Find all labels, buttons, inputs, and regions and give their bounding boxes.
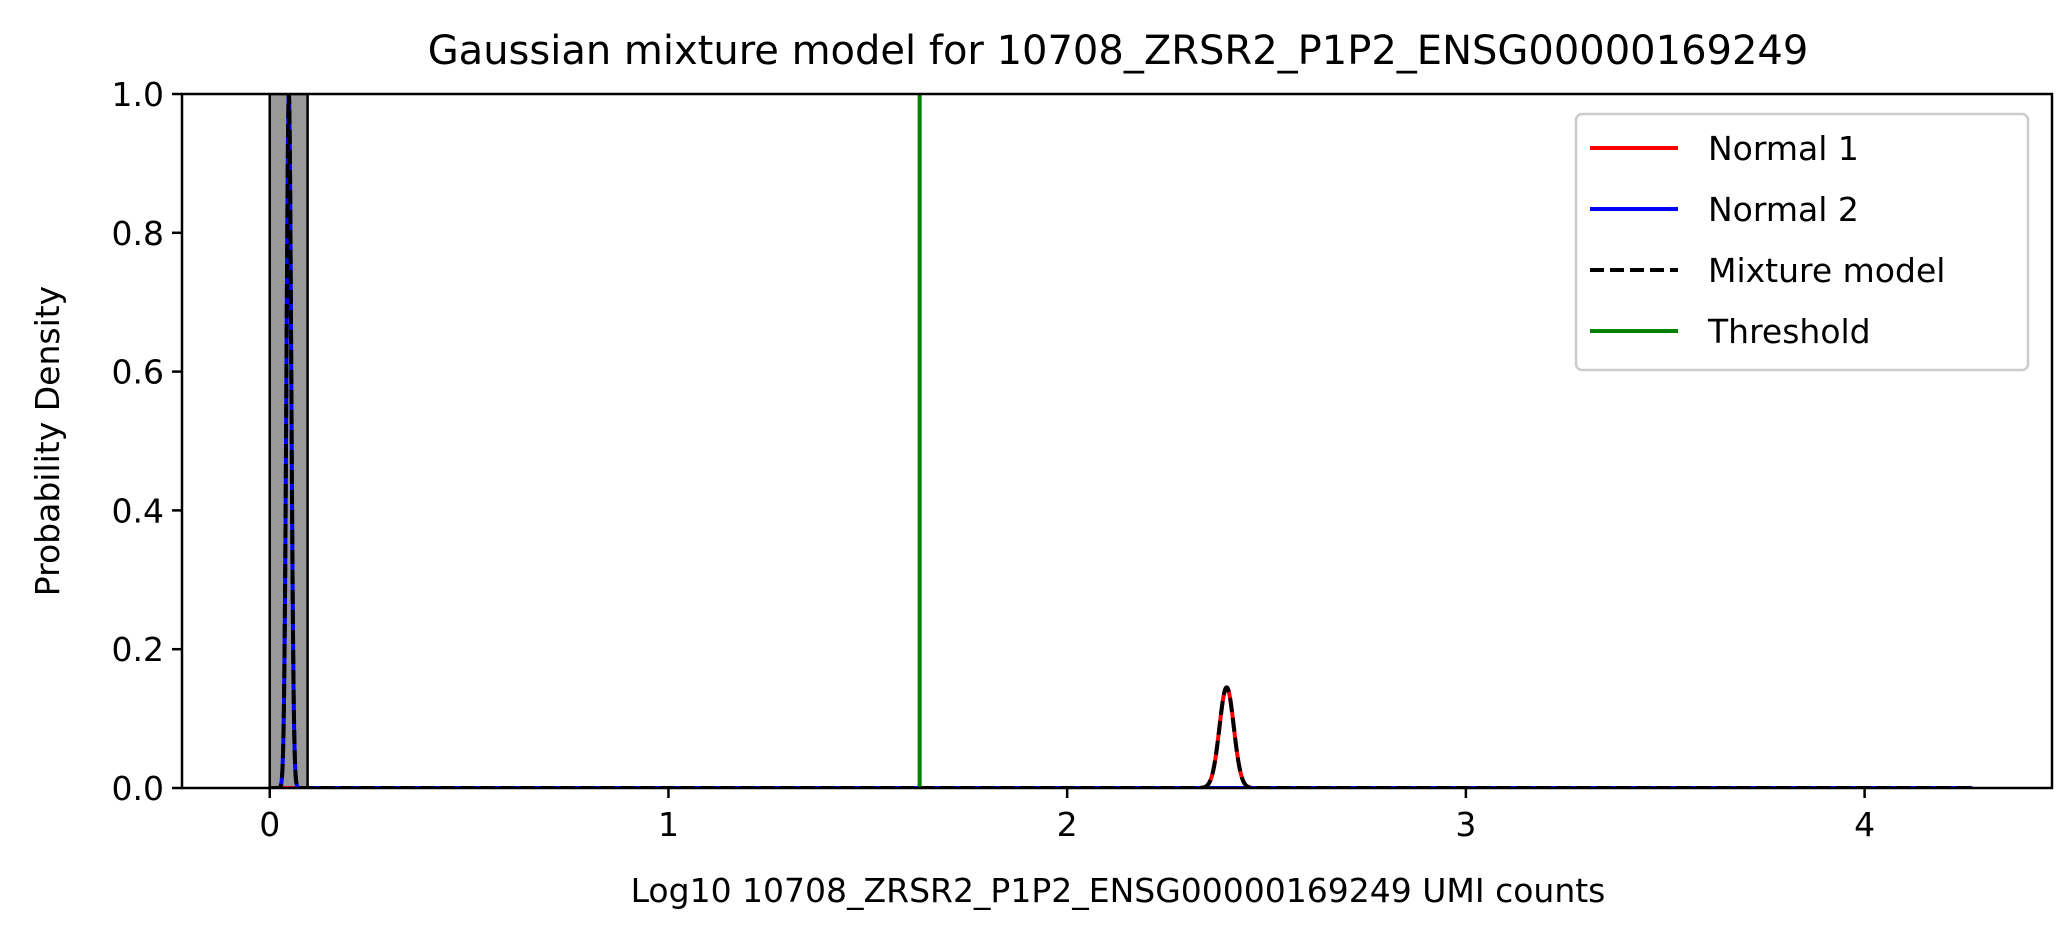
x-axis-label: Log10 10708_ZRSR2_P1P2_ENSG00000169249 U… [631,871,1606,910]
axes-frame [180,92,2054,790]
series-normal-1-line [267,685,1975,788]
x-tick-label-1: 1 [658,805,679,844]
y-tick-label-1: 0.2 [112,630,164,669]
x-tick-label-0: 0 [259,805,280,844]
legend-label-mixture-model: Mixture model [1708,251,1945,290]
y-tick-label-4: 0.8 [112,214,164,253]
legend-label-threshold: Threshold [1707,312,1871,351]
y-tick-label-2: 0.4 [112,491,164,530]
plot-content [267,94,1975,788]
chart-title: Gaussian mixture model for 10708_ZRSR2_P… [428,28,1809,74]
legend-label-normal-1: Normal 1 [1708,129,1859,168]
y-tick-label-5: 1.0 [112,75,164,114]
x-tick-label-4: 4 [1854,805,1875,844]
y-axis-label: Probability Density [28,286,67,596]
y-tick-label-3: 0.6 [112,353,164,392]
legend: Normal 1 Normal 2 Mixture model Threshold [1574,112,2030,372]
legend-label-normal-2: Normal 2 [1708,190,1859,229]
x-tick-label-2: 2 [1057,805,1078,844]
y-tick-label-0: 0.0 [112,769,164,808]
x-tick-label-3: 3 [1455,805,1476,844]
legend-box [1574,112,2030,372]
plot-area: 0 1 2 3 4 0.0 0.2 0.4 0.6 0.8 1.0 [112,75,2054,844]
